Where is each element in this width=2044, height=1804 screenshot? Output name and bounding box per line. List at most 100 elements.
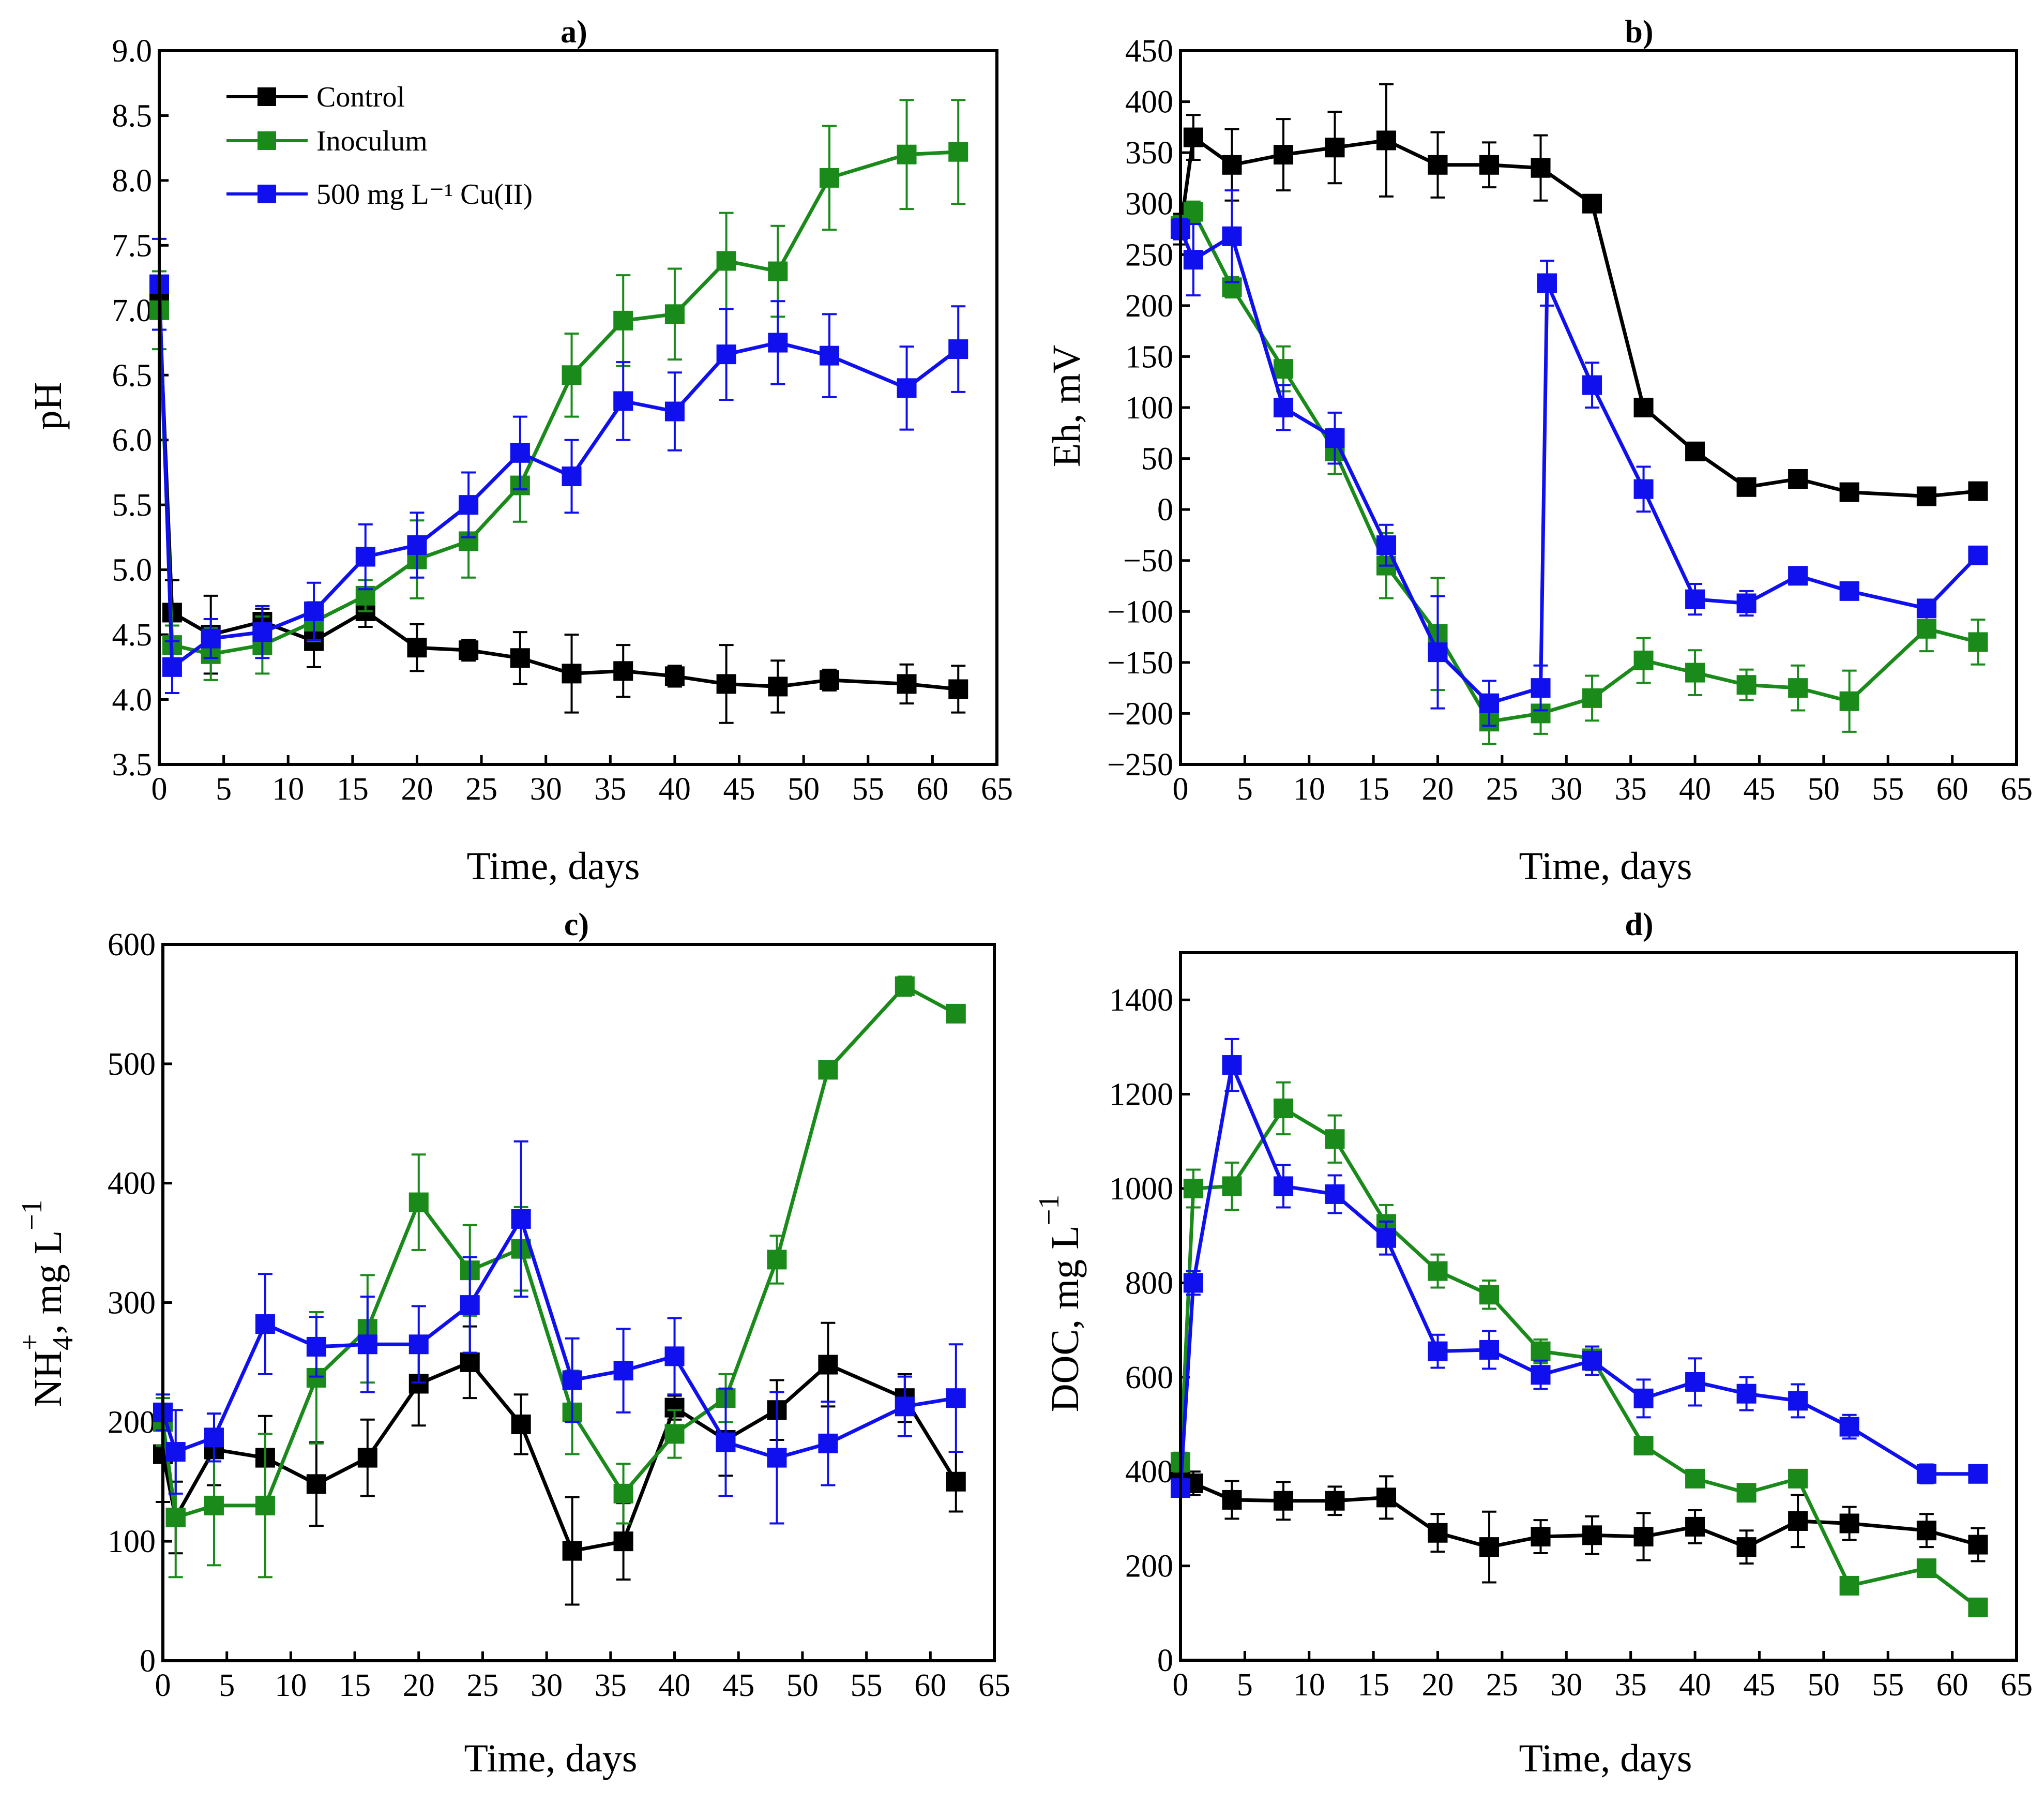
panel-a-xtick-label-55: 55	[852, 772, 884, 807]
panel-a-ytick-label-5: 6.0	[112, 423, 153, 458]
panel-d-xtick-label-40: 40	[1679, 1667, 1711, 1703]
panel-c-point-500-mg-l-cu-ii-7	[460, 1295, 480, 1315]
panel-b-xtick-label-35: 35	[1615, 772, 1647, 807]
panel-d-point-inoculum-15	[1916, 1558, 1936, 1578]
panel-b-point-control-12	[1736, 477, 1757, 497]
panel-b-ytick-label-0: −250	[1107, 747, 1173, 783]
panel-a-point-inoculum-10	[613, 310, 633, 330]
panel-d-series-500-mg-l-cu-ii	[1171, 1038, 1988, 1498]
panel-c-point-control-9	[562, 1541, 582, 1561]
panel-a-xtick-label-20: 20	[401, 772, 433, 807]
panel-a-point-control-16	[948, 679, 968, 699]
panel-d-xtick-label-15: 15	[1357, 1667, 1389, 1703]
panel-c-point-inoculum-3	[255, 1495, 275, 1515]
panel-a-ytick-label-6: 6.5	[112, 358, 153, 393]
panel-d-xlabel: Time, days	[1519, 1737, 1692, 1780]
panel-d-xtick-label-30: 30	[1550, 1667, 1582, 1703]
legend-marker-copper	[258, 185, 276, 203]
panel-b-point-500-mg-l-cu-ii-14	[1788, 566, 1808, 586]
panel-b-ytick-label-3: −100	[1107, 594, 1173, 629]
panel-c-xtick-label-15: 15	[339, 1668, 371, 1703]
panel-c-point-control-5	[357, 1448, 377, 1468]
panel-d-point-500-mg-l-cu-ii-16	[1968, 1464, 1988, 1484]
panel-d-ytick-label-3: 600	[1125, 1360, 1173, 1395]
panel-a-point-control-9	[562, 664, 582, 684]
panel-c-xtick-label-20: 20	[403, 1668, 435, 1703]
panel-d-point-inoculum-14	[1839, 1575, 1859, 1596]
panel-c-point-control-7	[460, 1352, 480, 1372]
panel-b-point-500-mg-l-cu-ii-16	[1916, 598, 1936, 619]
panel-c-ticks: 0 5 10 15 20 25 30 35 40 45 50 55 60 65 0 100 200 300 400 5…	[108, 927, 1010, 1703]
panel-a-xtick-label-60: 60	[916, 772, 948, 807]
panel-b-point-500-mg-l-cu-ii-15	[1839, 581, 1859, 601]
panel-d-point-inoculum-8	[1531, 1341, 1551, 1361]
legend-item-copper: 500 mg L⁻¹ Cu(II)	[226, 178, 533, 211]
panel-a-ylabel: pH	[26, 382, 70, 430]
panel-d-ylabel-base: DOC	[1043, 1329, 1087, 1412]
legend-item-inoculum: Inoculum	[226, 125, 428, 157]
panel-c-point-control-14	[818, 1355, 838, 1375]
panel-d-point-inoculum-11	[1685, 1468, 1705, 1489]
panel-c-point-inoculum-15	[895, 976, 915, 996]
panel-a-point-control-10	[613, 661, 633, 681]
panel-d-point-inoculum-2	[1222, 1176, 1242, 1196]
panel-a-point-control-12	[716, 674, 736, 694]
panel-b-point-500-mg-l-cu-ii-8	[1531, 678, 1551, 698]
panel-c-ylabel-unit: , mg L	[26, 1230, 70, 1334]
panel-b-point-500-mg-l-cu-ii-12	[1685, 589, 1705, 609]
panel-d-point-inoculum-16	[1968, 1597, 1988, 1617]
panel-b-point-control-7	[1479, 155, 1500, 175]
panel-b-xtick-label-20: 20	[1422, 772, 1454, 807]
panel-d-xtick-label-5: 5	[1237, 1667, 1253, 1703]
panel-c-point-inoculum-11	[664, 1424, 685, 1444]
panel-d-point-500-mg-l-cu-ii-10	[1633, 1388, 1654, 1408]
panel-a-point-control-8	[510, 648, 530, 668]
panel-d-point-500-mg-l-cu-ii-8	[1531, 1365, 1551, 1385]
panel-c-point-500-mg-l-cu-ii-8	[511, 1209, 531, 1229]
panel-a-point-inoculum-15	[897, 144, 917, 164]
panel-d-point-500-mg-l-cu-ii-1	[1183, 1273, 1203, 1293]
panel-b-ytick-label-5: 0	[1157, 492, 1173, 528]
panel-d-point-control-14	[1839, 1513, 1859, 1534]
panel-d-point-control-9	[1582, 1525, 1602, 1545]
panel-c-ytick-label-2: 200	[108, 1405, 156, 1440]
panel-b-point-500-mg-l-cu-ii-6	[1428, 642, 1448, 663]
panel-a-point-inoculum-16	[948, 142, 968, 162]
panel-d-ytick-label-6: 1200	[1109, 1077, 1173, 1113]
panel-b-xtick-label-10: 10	[1293, 772, 1325, 807]
panel-c-xtick-label-35: 35	[595, 1668, 627, 1703]
panel-a-xlabel: Time, days	[466, 845, 640, 888]
panel-c-point-500-mg-l-cu-ii-5	[357, 1334, 377, 1355]
panel-b-point-inoculum-16	[1968, 632, 1988, 652]
panel-c-point-inoculum-10	[613, 1483, 633, 1504]
panel-d-point-control-4	[1325, 1491, 1345, 1511]
panel-d-xtick-label-55: 55	[1872, 1667, 1904, 1703]
panel-a-point-500-mg-l-cu-ii-6	[407, 535, 427, 555]
panel-c-xtick-label-0: 0	[155, 1668, 171, 1703]
panel-c-point-500-mg-l-cu-ii-2	[204, 1427, 224, 1448]
panel-d-point-500-mg-l-cu-ii-5	[1376, 1228, 1397, 1248]
panel-b-ytick-label-11: 300	[1125, 187, 1173, 222]
panel-a-point-500-mg-l-cu-ii-15	[897, 378, 917, 398]
panel-a-plot-frame	[158, 49, 998, 766]
panel-b-xtick-label-0: 0	[1173, 772, 1189, 807]
panel-a-ytick-label-9: 8.0	[112, 163, 153, 199]
panel-a-ph: a) Time, days pH 0 5 10 15 20 25 30 35 40 45 50 55 6…	[26, 14, 1013, 888]
panel-b-point-500-mg-l-cu-ii-4	[1325, 428, 1345, 448]
panel-d-xtick-label-50: 50	[1808, 1667, 1840, 1703]
panel-a-ticks: 0 5 10 15 20 25 30 35 40 45 50 55 60 65 3.5 4.0 4.5 5.0 5.…	[112, 34, 1013, 807]
panel-a-series	[149, 99, 968, 724]
panel-b-point-control-5	[1376, 130, 1397, 151]
panel-b-point-inoculum-12	[1736, 675, 1757, 695]
panel-a-point-control-7	[459, 640, 479, 660]
panel-c-title: c)	[564, 907, 589, 942]
panel-b-ytick-label-12: 350	[1125, 136, 1173, 171]
panel-c-point-500-mg-l-cu-ii-15	[895, 1396, 915, 1417]
panel-a-xtick-label-45: 45	[723, 772, 755, 807]
panel-b-series	[1171, 83, 1988, 745]
panel-a-xtick-label-25: 25	[465, 772, 497, 807]
panel-c-xtick-label-50: 50	[786, 1668, 819, 1703]
panel-a-series-500-mg-l-cu-ii	[149, 237, 968, 694]
panel-a-xtick-label-50: 50	[788, 772, 820, 807]
panel-b-point-control-15	[1916, 486, 1936, 506]
